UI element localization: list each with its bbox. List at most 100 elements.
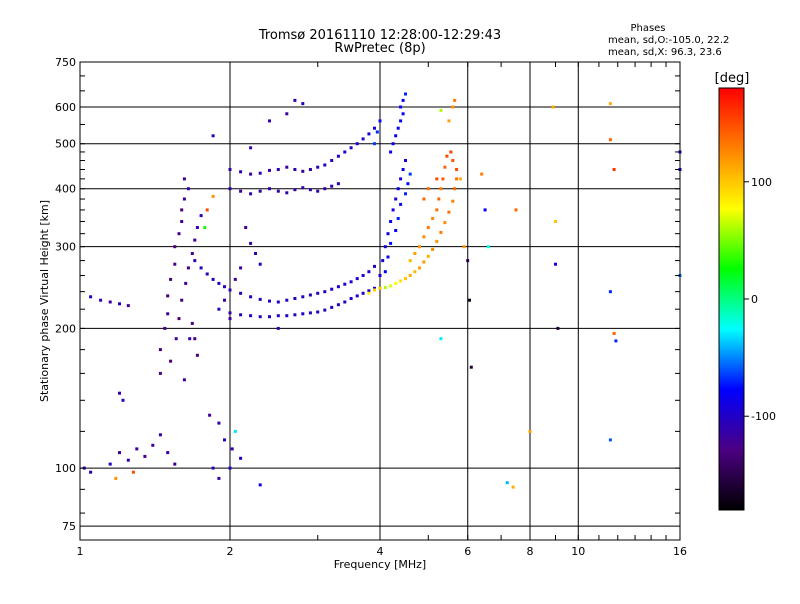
data-point — [355, 277, 359, 281]
data-point — [441, 177, 445, 181]
data-point — [443, 221, 447, 225]
data-point — [383, 286, 387, 289]
data-point — [458, 177, 462, 181]
data-point — [268, 168, 271, 172]
data-point — [435, 177, 439, 181]
data-point — [486, 245, 490, 249]
data-point — [230, 447, 234, 451]
data-point — [355, 294, 359, 298]
data-point — [228, 466, 232, 470]
data-point — [249, 192, 253, 196]
data-point — [258, 315, 262, 319]
data-point — [254, 252, 257, 255]
data-point — [361, 274, 365, 277]
data-point — [330, 184, 334, 188]
data-point — [336, 154, 340, 158]
data-point — [182, 197, 186, 201]
x-tick-label: 8 — [527, 545, 534, 558]
data-point — [308, 188, 312, 192]
x-tick-label: 1 — [77, 545, 84, 558]
y-tick-label: 600 — [55, 101, 76, 114]
data-point — [378, 119, 382, 123]
data-point — [228, 187, 232, 191]
data-point — [301, 102, 305, 106]
data-point — [453, 187, 457, 191]
data-point — [323, 187, 327, 191]
data-point — [323, 163, 327, 167]
data-point — [361, 137, 365, 141]
data-point — [406, 182, 410, 186]
data-point — [426, 226, 430, 229]
data-point — [308, 293, 312, 297]
data-point — [228, 288, 232, 292]
data-point — [239, 189, 243, 193]
data-point — [514, 208, 518, 212]
data-point — [190, 252, 194, 255]
data-point — [285, 191, 289, 195]
data-point — [367, 270, 371, 274]
data-point — [399, 119, 403, 123]
data-point — [173, 262, 177, 266]
y-tick-label: 500 — [55, 138, 76, 151]
data-point — [258, 189, 262, 193]
data-point — [554, 262, 557, 266]
data-point — [404, 92, 407, 96]
data-point — [391, 142, 395, 146]
data-point — [373, 286, 376, 290]
data-point — [435, 239, 439, 243]
data-point — [373, 288, 376, 292]
data-point — [173, 462, 177, 466]
data-point — [612, 332, 616, 335]
data-point — [447, 210, 451, 214]
data-point — [114, 476, 118, 480]
data-point — [435, 208, 439, 212]
x-tick-label: 6 — [464, 545, 471, 558]
y-tick-label: 300 — [55, 241, 76, 254]
data-point — [199, 214, 203, 218]
data-point — [343, 300, 347, 304]
data-points — [82, 92, 682, 489]
data-point — [169, 277, 173, 281]
data-point — [118, 451, 121, 455]
data-point — [439, 230, 443, 234]
colorbar-tick-label: -100 — [751, 410, 776, 423]
data-point — [301, 295, 305, 299]
data-point — [418, 245, 421, 249]
data-point — [367, 132, 371, 136]
data-point — [118, 391, 121, 395]
data-point — [455, 168, 459, 171]
data-point — [180, 208, 184, 212]
data-point — [308, 168, 312, 171]
data-point — [118, 302, 121, 306]
data-point — [217, 281, 221, 285]
data-point — [373, 126, 376, 130]
data-point — [323, 290, 327, 294]
data-point — [551, 105, 555, 109]
data-point — [177, 232, 181, 236]
data-point — [367, 289, 371, 293]
data-point — [336, 182, 340, 186]
data-point — [293, 98, 297, 102]
data-point — [249, 314, 253, 318]
data-point — [184, 281, 188, 285]
data-point — [418, 266, 421, 270]
data-point — [193, 337, 197, 341]
data-point — [258, 483, 262, 487]
data-point — [177, 317, 181, 321]
colorbar-tick-label: 0 — [751, 293, 758, 306]
data-point — [439, 108, 443, 112]
data-point — [163, 326, 167, 330]
x-axis-label: Frequency [MHz] — [334, 558, 426, 571]
data-point — [217, 421, 221, 425]
data-point — [336, 303, 340, 307]
data-point — [391, 208, 395, 212]
data-point — [89, 470, 93, 474]
data-point — [190, 321, 194, 325]
data-point — [182, 177, 186, 181]
data-point — [268, 315, 271, 319]
data-point — [389, 150, 393, 154]
data-point — [193, 238, 197, 242]
y-axis-ticks: 75 100 200 300 400 500 600 750 — [55, 56, 680, 533]
data-point — [426, 254, 430, 258]
